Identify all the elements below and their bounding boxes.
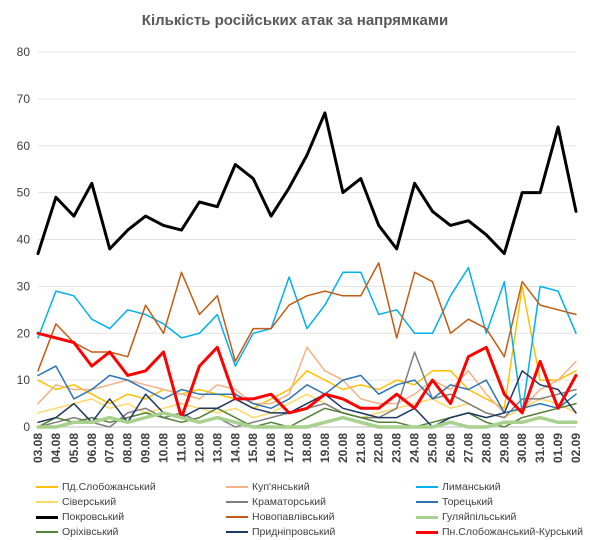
chart-title: Кількість російських атак за напрямками (141, 12, 449, 29)
x-tick-label: 06.08 (85, 433, 99, 463)
x-tick-label: 19.08 (318, 433, 332, 463)
x-tick-label: 23.08 (390, 433, 404, 463)
x-tick-label: 28.08 (479, 433, 493, 463)
legend-item: Покровський (36, 510, 124, 524)
x-tick-label: 15.08 (246, 433, 260, 463)
legend-item: Оріхівський (36, 525, 118, 539)
x-tick-label: 12.08 (192, 433, 206, 463)
legend-label: Куп'янський (252, 481, 310, 493)
series-line (37, 266, 577, 414)
legend-swatch (416, 530, 438, 534)
legend-swatch (416, 486, 438, 488)
legend-item: Куп'янський (226, 480, 310, 494)
series-line (36, 111, 578, 256)
x-tick-label: 05.08 (67, 433, 81, 463)
y-tick-label: 20 (17, 326, 31, 340)
y-tick-label: 30 (17, 279, 31, 293)
legend-swatch (36, 531, 58, 533)
legend-swatch (416, 515, 438, 519)
legend-label: Новопавлівський (252, 511, 335, 523)
y-tick-label: 0 (23, 420, 30, 434)
legend-label: Придніпровський (252, 526, 336, 538)
x-tick-label: 11.08 (174, 433, 188, 463)
legend-item: Новопавлівський (226, 510, 335, 524)
x-tick-label: 09.08 (139, 433, 153, 463)
legend-swatch (36, 515, 58, 519)
y-tick-label: 60 (17, 139, 31, 153)
legend-label: Оріхівський (62, 526, 119, 538)
series-line (36, 331, 578, 420)
x-tick-label: 30.08 (515, 433, 529, 463)
legend-item: Сіверський (36, 495, 116, 509)
legend-swatch (416, 501, 438, 503)
x-tick-label: 04.08 (49, 433, 63, 463)
series-line (37, 285, 577, 410)
legend-item: Гуляйпільський (416, 510, 516, 524)
legend-item: Пн.Слобожанський-Курський (416, 525, 583, 539)
x-tick-label: 20.08 (336, 433, 350, 463)
x-tick-label: 16.08 (264, 433, 278, 463)
series-line (36, 411, 578, 429)
line-chart: 0 10 20 30 40 50 60 70 80 03.08 04.08 05.08 06.08 07… (17, 45, 583, 463)
legend-label: Лиманський (442, 481, 501, 493)
legend-label: Сіверський (62, 496, 117, 508)
y-tick-label: 50 (17, 186, 31, 200)
y-tick-label: 70 (17, 92, 31, 106)
legend-label: Гуляйпільський (442, 511, 517, 523)
legend-item: Придніпровський (226, 525, 335, 539)
x-tick-label: 25.08 (426, 433, 440, 463)
x-tick-label: 17.08 (282, 433, 296, 463)
legend-swatch (226, 531, 248, 533)
x-tick-label: 26.08 (443, 433, 457, 463)
series-line (37, 262, 577, 372)
x-tick-label: 13.08 (210, 433, 224, 463)
y-tick-label: 40 (17, 233, 31, 247)
series-line (37, 365, 577, 414)
x-tick-label: 29.08 (497, 433, 511, 463)
x-tick-label: 10.08 (157, 433, 171, 463)
legend-item: Пд.Слобожанський (36, 480, 156, 494)
x-tick-label: 22.08 (372, 433, 386, 463)
x-tick-label: 14.08 (228, 433, 242, 463)
x-tick-label: 18.08 (300, 433, 314, 463)
x-axis-ticks: 03.08 04.08 05.08 06.08 07.08 08.08 09.08 10.08… (31, 433, 583, 463)
y-axis-ticks: 0 10 20 30 40 50 60 70 80 (17, 45, 31, 434)
legend-swatch (226, 516, 248, 518)
x-tick-label: 01.09 (551, 433, 565, 463)
legend-label: Торецький (442, 496, 493, 508)
legend-label: Пд.Слобожанський (62, 481, 156, 493)
x-tick-label: 08.08 (121, 433, 135, 463)
legend-swatch (226, 486, 248, 488)
x-tick-label: 07.08 (103, 433, 117, 463)
legend-label: Покровський (62, 511, 125, 523)
x-tick-label: 27.08 (461, 433, 475, 463)
x-tick-label: 02.09 (569, 433, 583, 463)
legend-item: Краматорський (226, 495, 326, 509)
legend-swatch (226, 501, 248, 503)
y-tick-label: 10 (17, 373, 31, 387)
legend-item: Торецький (416, 495, 493, 509)
series-lines (36, 111, 578, 429)
y-tick-label: 80 (17, 45, 31, 59)
legend-label: Пн.Слобожанський-Курський (442, 526, 584, 538)
legend-item: Лиманський (416, 480, 501, 494)
legend-swatch (36, 501, 58, 503)
x-tick-label: 03.08 (31, 433, 45, 463)
series-line (37, 402, 577, 428)
x-tick-label: 31.08 (533, 433, 547, 463)
legend-label: Краматорський (252, 496, 327, 508)
x-tick-label: 24.08 (408, 433, 422, 463)
x-tick-label: 21.08 (354, 433, 368, 463)
legend-swatch (36, 486, 58, 488)
